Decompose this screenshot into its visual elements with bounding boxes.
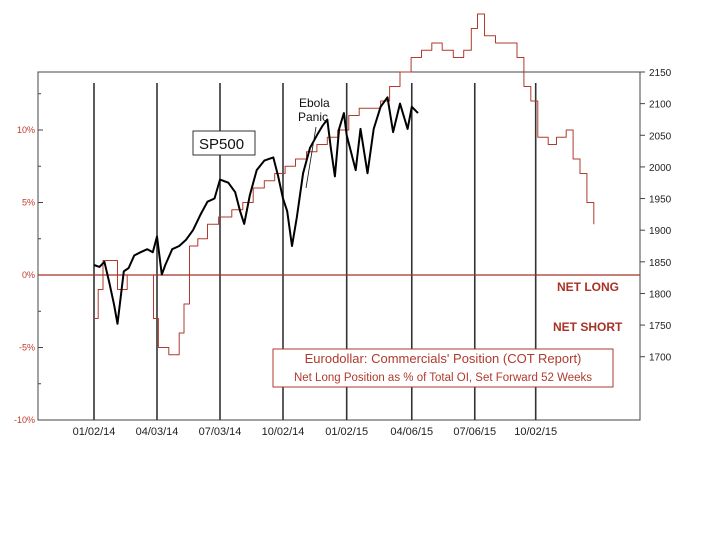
right-tick-label: 2100 <box>649 100 672 111</box>
right-tick-label: 2050 <box>649 131 672 142</box>
x-axis: 01/02/14 04/03/14 07/03/14 10/02/14 01/02/15… <box>73 426 558 438</box>
series-line-sp500 <box>93 96 419 325</box>
left-tick-label: 0% <box>22 270 35 280</box>
x-tick-label: 04/06/15 <box>390 426 433 438</box>
sp500-label: SP500 <box>199 136 244 153</box>
right-tick-label: 1800 <box>649 289 672 300</box>
right-tick-label: 1900 <box>649 226 672 237</box>
x-tick-label: 07/03/14 <box>199 426 242 438</box>
ebola-pointer <box>305 126 317 189</box>
right-tick-label: 1850 <box>649 258 672 269</box>
left-tick-label: 10% <box>17 125 35 135</box>
left-tick-label: -5% <box>19 343 35 353</box>
ebola-label-line2: Panic <box>298 110 328 124</box>
right-axis: 1700 1750 1800 1850 1900 1950 2000 2050 2100 2150 <box>640 68 672 364</box>
series-line-eurodollar <box>94 13 595 356</box>
legend-title: Eurodollar: Commercials' Position (COT R… <box>305 351 582 366</box>
net-long-label: NET LONG <box>557 280 619 294</box>
x-tick-label: 10/02/15 <box>514 426 557 438</box>
left-tick-label: -10% <box>14 415 35 425</box>
x-tick-label: 01/02/14 <box>73 426 116 438</box>
right-tick-label: 1750 <box>649 321 672 332</box>
right-tick-label: 1950 <box>649 195 672 206</box>
net-short-label: NET SHORT <box>553 320 623 334</box>
x-tick-label: 01/02/15 <box>325 426 368 438</box>
legend-subtitle: Net Long Position as % of Total OI, Set … <box>294 372 592 384</box>
x-tick-label: 07/06/15 <box>453 426 496 438</box>
right-tick-label: 2150 <box>649 68 672 79</box>
legend-box: Eurodollar: Commercials' Position (COT R… <box>272 348 614 388</box>
left-tick-label: 5% <box>22 198 35 208</box>
x-tick-label: 04/03/14 <box>136 426 179 438</box>
x-tick-label: 10/02/14 <box>262 426 305 438</box>
left-axis: 10% 5% 0% -5% -10% <box>14 93 43 425</box>
sp500-label-box: SP500 <box>192 130 256 156</box>
right-tick-label: 1700 <box>649 353 672 364</box>
right-tick-label: 2000 <box>649 163 672 174</box>
ebola-label-line1: Ebola <box>299 96 330 110</box>
ebola-annotation: Ebola Panic <box>298 96 330 189</box>
